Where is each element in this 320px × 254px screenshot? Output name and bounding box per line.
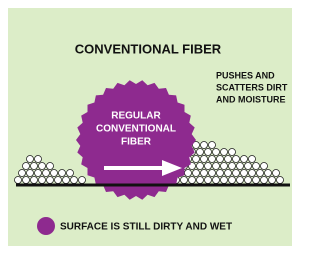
dirt-particle	[249, 156, 256, 163]
dirt-particle	[205, 177, 212, 184]
dirt-particle	[201, 156, 208, 163]
dirt-particle	[217, 156, 224, 163]
dirt-particle	[67, 170, 74, 177]
dirt-particle	[221, 163, 228, 170]
dirt-particle	[229, 177, 236, 184]
dirt-particle	[277, 177, 284, 184]
dirt-particle	[233, 170, 240, 177]
dirt-particle	[27, 156, 34, 163]
dirt-particle	[185, 170, 192, 177]
dirt-particle	[23, 163, 30, 170]
dirt-particle	[209, 156, 216, 163]
title: CONVENTIONAL FIBER	[75, 41, 222, 56]
dirt-particle	[241, 156, 248, 163]
dirt-particle	[221, 177, 228, 184]
legend-text: SURFACE IS STILL DIRTY AND WET	[60, 222, 232, 233]
fiber-label: REGULAR	[111, 111, 161, 122]
dirt-particle	[193, 170, 200, 177]
dirt-particle	[237, 177, 244, 184]
dirt-particle	[209, 170, 216, 177]
fiber-label: CONVENTIONAL	[96, 124, 176, 135]
dirt-particle	[189, 177, 196, 184]
dirt-particle	[197, 149, 204, 156]
dirt-particle	[15, 177, 22, 184]
dirt-particle	[253, 163, 260, 170]
dirt-particle	[221, 149, 228, 156]
dirt-particle	[241, 170, 248, 177]
dirt-particle	[201, 142, 208, 149]
dirt-particle	[181, 177, 188, 184]
dirt-particle	[35, 170, 42, 177]
dirt-particle	[197, 177, 204, 184]
note-line: PUSHES AND	[216, 70, 275, 80]
dirt-particle	[261, 177, 268, 184]
dirt-particle	[261, 163, 268, 170]
dirt-particle	[265, 170, 272, 177]
dirt-particle	[39, 163, 46, 170]
dirt-particle	[229, 163, 236, 170]
dirt-particle	[205, 163, 212, 170]
dirt-particle	[213, 163, 220, 170]
dirt-particle	[193, 156, 200, 163]
dirt-particle	[209, 142, 216, 149]
dirt-particle	[225, 156, 232, 163]
dirt-particle	[19, 170, 26, 177]
dirt-particle	[213, 177, 220, 184]
dirt-particle	[79, 177, 86, 184]
dirt-particle	[269, 177, 276, 184]
dirt-particle	[273, 170, 280, 177]
dirt-particle	[47, 163, 54, 170]
diagram: CONVENTIONAL FIBER PUSHES AND SCATTERS D…	[0, 0, 299, 254]
dirt-particle	[225, 170, 232, 177]
dirt-particle	[257, 170, 264, 177]
dirt-particle	[31, 177, 38, 184]
dirt-particle	[59, 170, 66, 177]
dirt-particle	[27, 170, 34, 177]
dirt-particle	[51, 170, 58, 177]
dirt-particle	[71, 177, 78, 184]
dirt-particle	[35, 156, 42, 163]
dirt-particle	[245, 163, 252, 170]
legend-dot	[37, 217, 55, 235]
dirt-particle	[205, 149, 212, 156]
dirt-particle	[197, 163, 204, 170]
dirt-particle	[55, 177, 62, 184]
dirt-particle	[23, 177, 30, 184]
dirt-particle	[237, 163, 244, 170]
note-line: AND MOISTURE	[216, 94, 286, 104]
dirt-particle	[47, 177, 54, 184]
dirt-particle	[31, 163, 38, 170]
note-line: SCATTERS DIRT	[216, 82, 288, 92]
dirt-particle	[253, 177, 260, 184]
dirt-particle	[249, 170, 256, 177]
dirt-particle	[39, 177, 46, 184]
fiber-label: FIBER	[121, 137, 152, 148]
dirt-particle	[201, 170, 208, 177]
dirt-particle	[233, 156, 240, 163]
dirt-particle	[43, 170, 50, 177]
dirt-particle	[217, 170, 224, 177]
dirt-particle	[229, 149, 236, 156]
dirt-particle	[63, 177, 70, 184]
dirt-particle	[245, 177, 252, 184]
dirt-particle	[213, 149, 220, 156]
